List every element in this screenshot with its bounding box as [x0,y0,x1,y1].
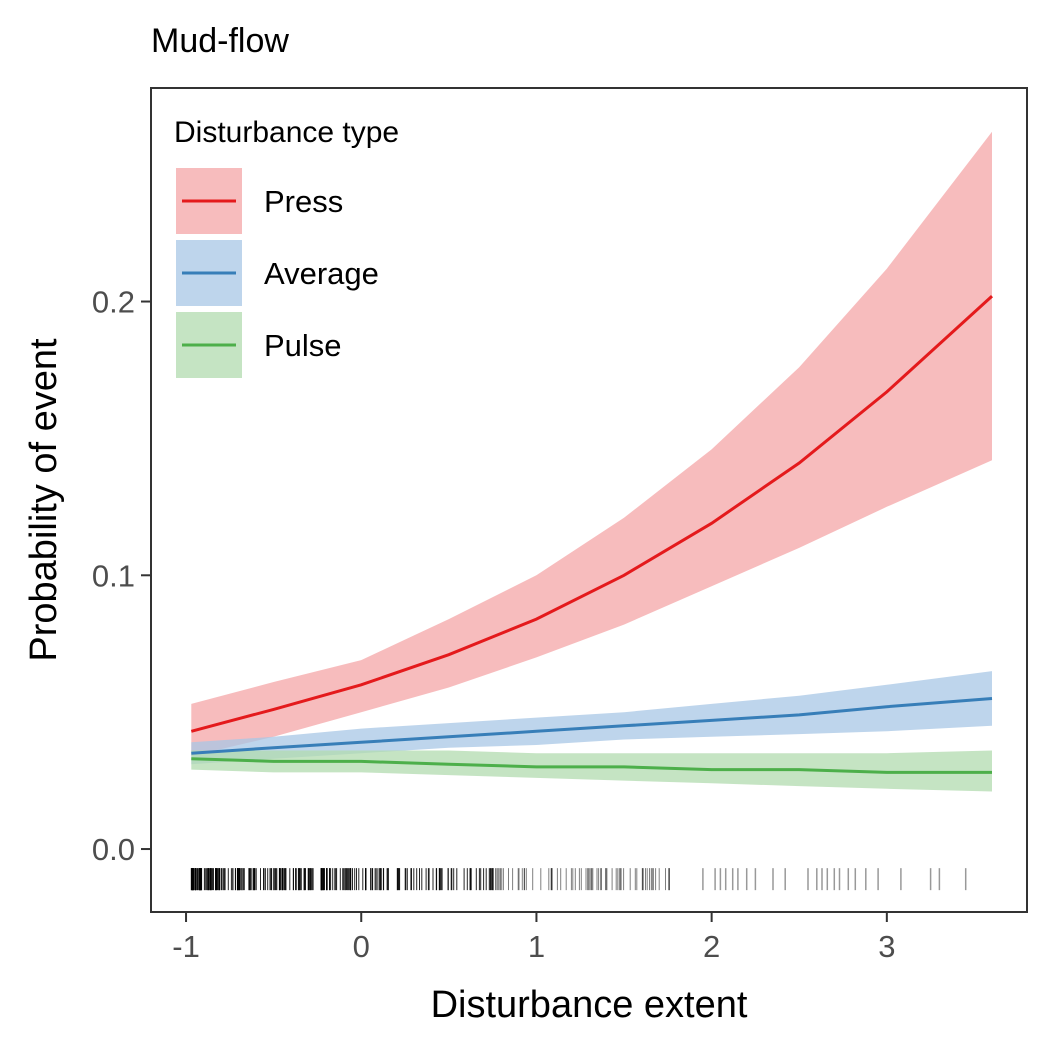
y-tick-label: 0.0 [92,832,135,867]
y-axis-title: Probability of event [23,338,65,662]
x-tick-label: 3 [878,929,895,964]
average-line [191,697,993,755]
confidence-bands [191,131,993,792]
chart-title: Mud-flow [151,22,289,60]
legend: Disturbance type Press Average Pulse [174,116,399,378]
x-tick-label: 2 [703,929,720,964]
series-lines [190,294,994,774]
rug-marks [190,868,967,891]
y-axis: 0.0 0.1 0.2 [92,285,151,867]
pulse-line [191,757,992,774]
legend-title: Disturbance type [174,116,399,149]
legend-label-pulse: Pulse [264,328,342,363]
y-tick-label: 0.1 [92,558,135,593]
press-ci-band [191,131,993,757]
x-axis-title: Disturbance extent [431,984,748,1026]
press-line [190,294,994,733]
plot-panel-border [150,87,1028,913]
legend-label-average: Average [264,256,379,291]
x-axis: -1 0 1 2 3 [172,912,895,964]
legend-label-press: Press [264,184,343,219]
x-tick-label: 1 [528,929,545,964]
pulse-ci-band [191,750,993,792]
x-tick-label: -1 [172,929,200,964]
y-tick-label: 0.2 [92,285,135,320]
x-tick-label: 0 [353,929,370,964]
